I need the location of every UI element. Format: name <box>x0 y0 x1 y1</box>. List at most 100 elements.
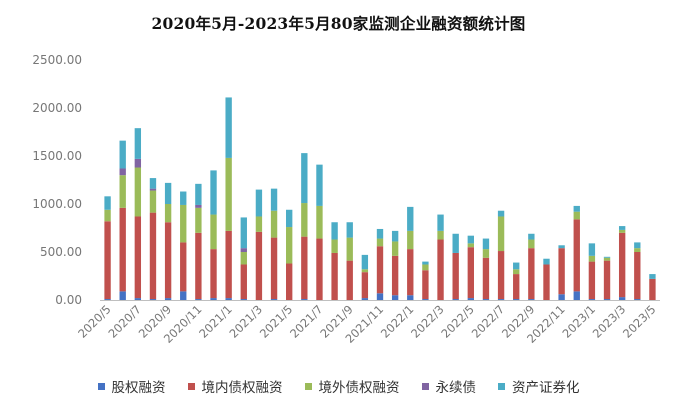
bar-segment <box>467 243 474 248</box>
bar-segment <box>134 158 142 168</box>
bar-segment <box>240 217 247 249</box>
bar-segment <box>513 269 520 275</box>
chart-title: 2020年5月-2023年5月80家监测企业融资额统计图 <box>151 14 526 33</box>
bar-segment <box>240 248 247 252</box>
bar-segment <box>649 278 656 300</box>
bar-segment <box>149 212 157 300</box>
bar-segment <box>301 236 308 300</box>
bar-segment <box>422 264 429 271</box>
bar-segment <box>180 204 187 243</box>
bar-segment <box>134 167 142 217</box>
bar-segment <box>603 299 611 300</box>
bar-segment <box>134 216 142 299</box>
bar-segment <box>180 242 187 292</box>
legend-item: 永续债 <box>421 376 477 396</box>
bar-segment <box>588 243 596 256</box>
bar-segment <box>649 274 656 279</box>
bar-segment <box>482 299 490 300</box>
y-tick-label: 500.00 <box>40 245 82 259</box>
bar-segment <box>240 252 247 265</box>
bar-segment <box>573 205 580 212</box>
bar-segment <box>134 128 142 159</box>
legend: 股权融资 境内债权融资 境外债权融资 永续债 资产证券化 <box>0 376 677 396</box>
bar-segment <box>195 204 202 208</box>
y-tick-label: 0.00 <box>55 293 82 307</box>
legend-item: 境内债权融资 <box>187 376 283 396</box>
bar-segment <box>164 222 172 299</box>
bar-segment <box>361 269 369 273</box>
x-tick-label: 2021/5 <box>257 302 296 341</box>
bars <box>104 97 656 300</box>
bar-segment <box>149 178 157 189</box>
bar-segment <box>482 238 490 250</box>
legend-label: 境内债权融资 <box>201 380 283 396</box>
bar-segment <box>225 230 232 299</box>
bar-segment <box>331 252 338 300</box>
bar-segment <box>270 237 278 300</box>
bar-segment <box>255 231 263 300</box>
bar-segment <box>255 216 263 232</box>
legend-label: 永续债 <box>435 380 477 396</box>
legend-label: 资产证券化 <box>512 380 580 396</box>
bar-segment <box>391 295 399 300</box>
x-tick-label: 2021/3 <box>227 302 266 341</box>
bar-segment <box>437 230 444 240</box>
x-tick-label: 2023/5 <box>620 302 659 341</box>
x-tick-label: 2020/7 <box>105 302 144 341</box>
bar-segment <box>225 157 232 231</box>
bar-segment <box>543 264 550 300</box>
bar-segment <box>588 261 596 300</box>
bar-segment <box>164 182 172 204</box>
bar-segment <box>301 299 308 300</box>
legend-label: 境外债权融资 <box>318 380 400 396</box>
bar-segment <box>618 226 626 230</box>
bar-segment <box>467 247 474 299</box>
bar-segment <box>376 238 384 247</box>
bar-segment <box>603 260 611 300</box>
bar-segment <box>437 239 444 300</box>
bar-segment <box>558 294 565 300</box>
bar-segment <box>573 211 580 220</box>
bar-segment <box>346 260 353 300</box>
bar-segment <box>528 248 535 300</box>
y-tick-label: 1500.00 <box>32 149 82 163</box>
legend-swatch <box>97 382 105 390</box>
bar-segment <box>603 256 611 258</box>
x-tick-label: 2022/1 <box>378 302 417 341</box>
bar-segment <box>361 254 369 270</box>
bar-segment <box>240 264 247 300</box>
legend-item: 资产证券化 <box>498 376 580 396</box>
bar-segment <box>528 233 535 240</box>
x-tick-label: 2023/1 <box>559 302 598 341</box>
bar-segment <box>452 233 459 253</box>
bar-segment <box>210 214 217 250</box>
bar-segment <box>225 298 232 300</box>
x-tick-label: 2021/1 <box>196 302 235 341</box>
bar-segment <box>513 274 520 300</box>
bar-segment <box>361 298 369 300</box>
bar-segment <box>210 249 217 299</box>
bar-segment <box>164 298 172 300</box>
bar-segment <box>195 232 202 300</box>
bar-segment <box>452 299 459 300</box>
bar-segment <box>543 258 550 265</box>
bar-segment <box>391 255 399 296</box>
bar-segment <box>270 188 278 211</box>
bar-segment <box>603 257 611 261</box>
bar-segment <box>104 221 111 300</box>
bar-segment <box>467 235 474 244</box>
bar-segment <box>634 252 641 300</box>
bar-segment <box>407 206 414 231</box>
bar-segment <box>270 210 278 238</box>
bar-segment <box>346 222 353 238</box>
bar-segment <box>422 261 429 265</box>
chart-plot: 0.00 500.00 1000.00 1500.00 2000.00 2500.00 2… <box>32 53 660 346</box>
bar-segment <box>588 255 596 262</box>
bar-segment <box>286 263 293 300</box>
bar-segment <box>573 219 580 292</box>
bar-segment <box>149 190 157 213</box>
y-tick-label: 2500.00 <box>32 53 82 67</box>
bar-segment <box>164 204 172 223</box>
bar-segment <box>210 298 217 300</box>
bar-segment <box>391 241 399 256</box>
